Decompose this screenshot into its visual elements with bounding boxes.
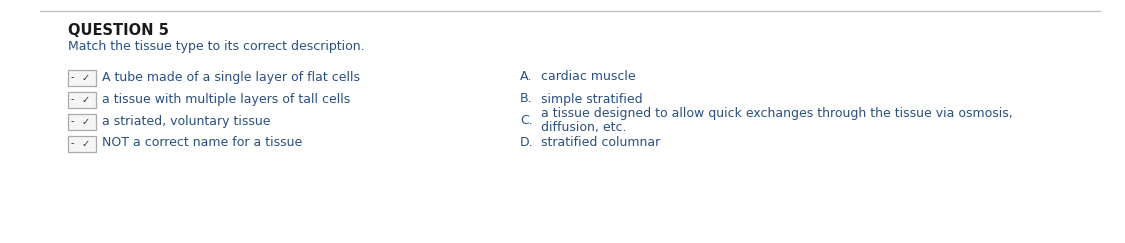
Text: ✓: ✓ [82, 73, 90, 83]
FancyBboxPatch shape [68, 114, 96, 130]
FancyBboxPatch shape [68, 92, 96, 108]
Text: ✓: ✓ [82, 117, 90, 127]
Text: -: - [71, 94, 78, 104]
Text: B.: B. [520, 93, 532, 105]
Text: -: - [71, 72, 78, 82]
Text: NOT a correct name for a tissue: NOT a correct name for a tissue [102, 137, 303, 149]
Text: C.: C. [520, 114, 533, 128]
Text: a tissue with multiple layers of tall cells: a tissue with multiple layers of tall ce… [102, 93, 350, 105]
Text: a tissue designed to allow quick exchanges through the tissue via osmosis,: a tissue designed to allow quick exchang… [541, 107, 1012, 121]
FancyBboxPatch shape [68, 136, 96, 152]
Text: D.: D. [520, 137, 533, 149]
Text: A tube made of a single layer of flat cells: A tube made of a single layer of flat ce… [102, 70, 360, 84]
Text: -: - [71, 116, 78, 126]
Text: a striated, voluntary tissue: a striated, voluntary tissue [102, 114, 270, 128]
Text: A.: A. [520, 70, 532, 84]
Text: -: - [71, 138, 78, 148]
Text: simple stratified: simple stratified [541, 93, 642, 105]
FancyBboxPatch shape [68, 70, 96, 86]
Text: stratified columnar: stratified columnar [541, 137, 660, 149]
Text: cardiac muscle: cardiac muscle [541, 70, 636, 84]
Text: diffusion, etc.: diffusion, etc. [541, 122, 627, 134]
Text: ✓: ✓ [82, 95, 90, 105]
Text: ✓: ✓ [82, 139, 90, 149]
Text: QUESTION 5: QUESTION 5 [68, 23, 169, 38]
Text: Match the tissue type to its correct description.: Match the tissue type to its correct des… [68, 40, 364, 53]
